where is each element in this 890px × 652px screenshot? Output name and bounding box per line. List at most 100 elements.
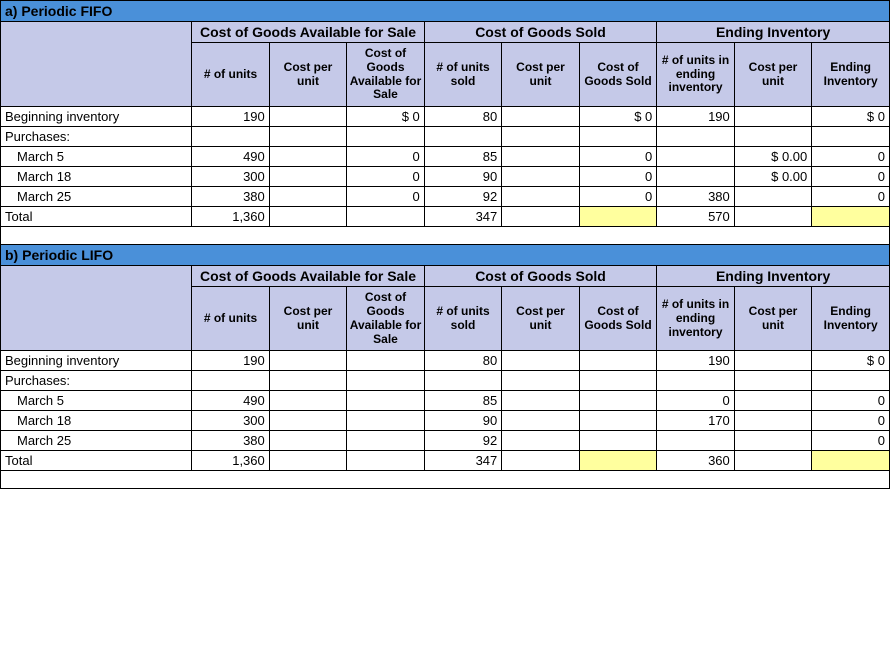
data-cell [579,391,657,411]
group-header: Cost of Goods Sold [424,22,657,43]
column-header: # of units [192,287,270,351]
data-cell [347,451,425,471]
data-cell [347,411,425,431]
data-cell: 0 [812,431,890,451]
row-label: Purchases: [1,127,192,147]
data-cell [657,167,735,187]
data-cell: 0 [579,167,657,187]
column-header: Cost per unit [269,43,347,107]
section-title: b) Periodic LIFO [1,245,890,266]
data-cell [269,207,347,227]
row-label: March 18 [1,411,192,431]
data-row: Beginning inventory19080190$ 0 [1,351,890,371]
data-cell [734,127,812,147]
data-cell: 0 [579,187,657,207]
data-cell [734,187,812,207]
data-cell: 347 [424,207,502,227]
data-cell [734,391,812,411]
column-header: Cost per unit [502,43,580,107]
data-cell [502,167,580,187]
data-cell [579,411,657,431]
data-cell: 380 [657,187,735,207]
section-header-row: Cost of Goods Available for SaleCost of … [1,266,890,287]
data-cell: 0 [347,187,425,207]
data-cell: 190 [657,351,735,371]
data-cell [269,391,347,411]
data-cell: 90 [424,167,502,187]
column-header: Ending Inventory [812,43,890,107]
data-cell: 90 [424,411,502,431]
data-cell: 0 [812,391,890,411]
column-header: # of units [192,43,270,107]
data-cell [734,351,812,371]
data-cell [579,371,657,391]
group-header: Cost of Goods Available for Sale [192,22,425,43]
data-cell: $ 0 [812,351,890,371]
group-header: Ending Inventory [657,266,890,287]
data-cell: 0 [812,187,890,207]
data-cell: $ 0 [347,107,425,127]
row-label: Purchases: [1,371,192,391]
row-label: March 25 [1,431,192,451]
column-header: Ending Inventory [812,287,890,351]
data-cell: $ 0 [579,107,657,127]
row-label: Total [1,451,192,471]
group-header: Cost of Goods Sold [424,266,657,287]
data-cell [502,107,580,127]
data-row: March 25380920 [1,431,890,451]
column-header: # of units sold [424,287,502,351]
data-cell: 0 [347,167,425,187]
data-cell [269,167,347,187]
data-cell [269,147,347,167]
group-header: Ending Inventory [657,22,890,43]
data-row: Total1,360347360 [1,451,890,471]
column-header: Cost of Goods Sold [579,287,657,351]
column-header: Cost per unit [734,43,812,107]
section-title-row: a) Periodic FIFO [1,1,890,22]
row-label: Total [1,207,192,227]
data-cell: 380 [192,187,270,207]
section-title-row: b) Periodic LIFO [1,245,890,266]
data-cell [269,107,347,127]
corner-cell [1,22,192,107]
data-cell [502,371,580,391]
data-cell [657,431,735,451]
data-cell [269,451,347,471]
data-row: March 18300901700 [1,411,890,431]
data-cell: 0 [812,147,890,167]
data-cell [579,451,657,471]
data-cell: 92 [424,187,502,207]
column-header: # of units in ending inventory [657,287,735,351]
data-cell: $ 0.00 [734,147,812,167]
data-cell: 300 [192,411,270,431]
data-cell: 300 [192,167,270,187]
data-cell [579,351,657,371]
column-header: Cost of Goods Sold [579,43,657,107]
data-cell: 490 [192,391,270,411]
data-cell: 570 [657,207,735,227]
data-cell: 0 [657,391,735,411]
data-cell [269,411,347,431]
data-cell [734,431,812,451]
data-cell [812,127,890,147]
data-cell [657,147,735,167]
data-cell [192,127,270,147]
spacer-row [1,471,890,489]
spacer-cell [1,227,890,245]
data-cell [734,207,812,227]
data-cell [579,127,657,147]
data-cell [734,107,812,127]
spacer-row [1,227,890,245]
data-cell: 80 [424,351,502,371]
data-cell [502,411,580,431]
column-header: # of units in ending inventory [657,43,735,107]
data-cell: 347 [424,451,502,471]
data-cell: 85 [424,391,502,411]
data-cell [424,127,502,147]
data-row: Total1,360347570 [1,207,890,227]
data-cell: 190 [192,351,270,371]
data-cell [812,371,890,391]
data-cell [812,451,890,471]
row-label: March 18 [1,167,192,187]
data-cell [347,207,425,227]
